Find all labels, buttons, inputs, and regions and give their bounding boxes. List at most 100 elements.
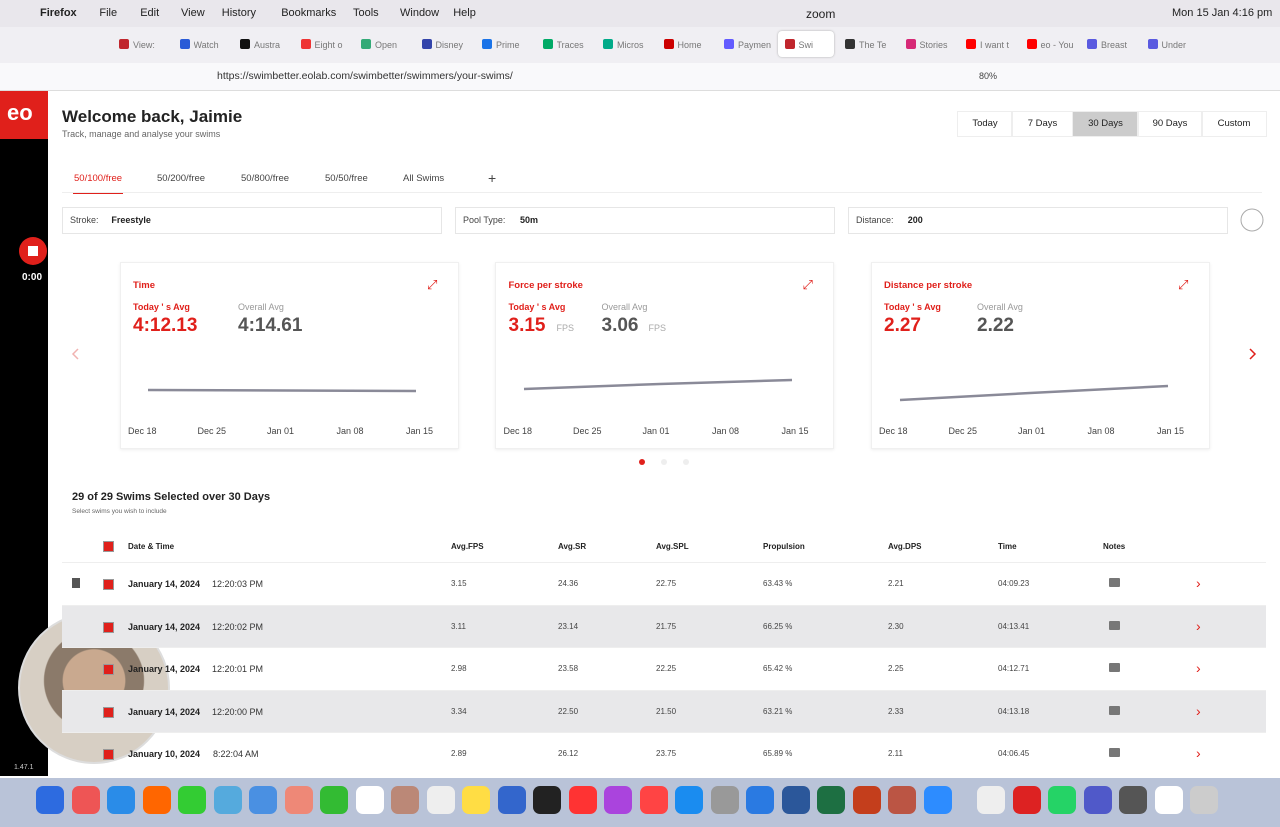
notes-icon[interactable] xyxy=(1109,578,1120,587)
dock-icon[interactable] xyxy=(1083,786,1112,814)
row-arrow[interactable]: › xyxy=(1196,575,1201,591)
expand-icon[interactable]: ⤢ xyxy=(802,277,813,292)
tab-title[interactable]: Breast xyxy=(1101,40,1128,50)
row-checkbox[interactable] xyxy=(103,749,114,760)
menu-app[interactable]: zoom xyxy=(806,7,836,21)
menu-item[interactable]: Window xyxy=(400,7,440,19)
tab-title[interactable]: Austra xyxy=(254,40,281,50)
event-tab[interactable]: 50/200/free xyxy=(157,173,206,184)
tab-title[interactable]: Prime xyxy=(496,40,520,50)
dock-icon[interactable] xyxy=(977,786,1005,814)
row-checkbox[interactable] xyxy=(103,579,114,590)
dock-icon[interactable] xyxy=(639,786,668,814)
dock-icon[interactable] xyxy=(746,786,774,814)
tab-title[interactable]: Micros xyxy=(617,40,644,50)
dock-icon[interactable] xyxy=(284,786,313,814)
range-button[interactable]: 7 Days xyxy=(1011,111,1074,137)
dock-icon[interactable] xyxy=(107,786,135,814)
table-row[interactable] xyxy=(62,562,1266,605)
tab-title[interactable]: Stories xyxy=(919,40,948,50)
tab-title[interactable]: Watch xyxy=(193,40,219,50)
dock-icon[interactable] xyxy=(249,786,277,814)
table-row[interactable] xyxy=(62,689,1266,733)
dock-icon[interactable] xyxy=(852,786,881,814)
menu-item[interactable]: Tools xyxy=(353,7,379,19)
row-checkbox[interactable] xyxy=(103,664,114,675)
pager-dot[interactable] xyxy=(683,459,689,465)
tab-title[interactable]: Under xyxy=(1161,40,1187,50)
filter-box[interactable] xyxy=(848,207,1228,234)
dock-icon[interactable] xyxy=(1154,786,1183,814)
dock-icon[interactable] xyxy=(1190,786,1218,814)
tab-title[interactable]: Swi xyxy=(798,40,814,50)
header-checkbox[interactable] xyxy=(103,541,114,552)
menu-item[interactable]: Bookmarks xyxy=(281,7,337,19)
event-tab[interactable]: 50/100/free xyxy=(73,173,124,194)
menu-item[interactable]: File xyxy=(99,7,118,19)
pager-dot[interactable] xyxy=(661,459,667,465)
dock-icon[interactable] xyxy=(888,786,916,814)
pager-dot[interactable] xyxy=(639,459,645,465)
range-button[interactable]: 30 Days xyxy=(1072,111,1139,137)
dock-icon[interactable] xyxy=(533,786,561,814)
filter-box[interactable] xyxy=(455,207,835,234)
tab-title[interactable]: The Te xyxy=(859,40,887,50)
dock-icon[interactable] xyxy=(568,786,597,814)
range-button[interactable]: Today xyxy=(957,111,1013,137)
dock-icon[interactable] xyxy=(1012,786,1041,814)
prev-arrow[interactable] xyxy=(71,348,79,360)
menu-item[interactable]: Firefox xyxy=(40,7,77,19)
dock-icon[interactable] xyxy=(320,786,348,814)
edit-button[interactable] xyxy=(1240,208,1264,232)
tab-title[interactable]: eo - You xyxy=(1040,40,1074,50)
dock-icon[interactable] xyxy=(142,786,171,814)
tab-title[interactable]: Home xyxy=(677,40,702,50)
dock-icon[interactable] xyxy=(817,786,845,814)
dock-icon[interactable] xyxy=(1119,786,1147,814)
zoom-level[interactable]: 80% xyxy=(979,71,998,81)
tab-title[interactable]: Open xyxy=(375,40,398,50)
row-checkbox[interactable] xyxy=(103,706,114,718)
notes-icon[interactable] xyxy=(1109,748,1120,757)
tab-title[interactable]: Disney xyxy=(435,40,464,50)
dock-icon[interactable] xyxy=(604,786,632,814)
expand-icon[interactable]: ⤢ xyxy=(1178,277,1189,292)
tab-title[interactable]: I want t xyxy=(980,40,1010,50)
event-tab[interactable]: All Swims xyxy=(403,173,445,184)
filter-box[interactable] xyxy=(62,207,442,234)
table-row[interactable] xyxy=(62,732,1266,775)
dock-icon[interactable] xyxy=(497,786,526,814)
tab-title[interactable]: Paymen xyxy=(738,40,771,50)
dock-icon[interactable] xyxy=(36,786,64,814)
dock-icon[interactable] xyxy=(675,786,703,814)
dock-icon[interactable] xyxy=(213,786,242,814)
dock-icon[interactable] xyxy=(781,786,810,814)
dock-icon[interactable] xyxy=(391,786,419,814)
row-arrow[interactable]: › xyxy=(1196,702,1201,719)
event-tab[interactable]: 50/50/free xyxy=(325,173,368,184)
tab-title[interactable]: Traces xyxy=(556,40,584,50)
notes-icon[interactable] xyxy=(1109,663,1120,672)
event-tab[interactable]: + xyxy=(488,170,497,186)
url[interactable]: https://swimbetter.eolab.com/swimbetter/… xyxy=(217,70,513,82)
table-row[interactable] xyxy=(62,604,1266,648)
dock-icon[interactable] xyxy=(710,786,739,814)
row-arrow[interactable]: › xyxy=(1196,745,1201,761)
dock-icon[interactable] xyxy=(355,786,384,814)
range-button[interactable]: 90 Days xyxy=(1137,111,1203,137)
menu-item[interactable]: View xyxy=(181,7,205,19)
table-row[interactable] xyxy=(62,647,1266,690)
menu-item[interactable]: Edit xyxy=(140,7,160,19)
row-arrow[interactable]: › xyxy=(1196,660,1201,676)
expand-icon[interactable]: ⤢ xyxy=(427,277,438,292)
row-arrow[interactable]: › xyxy=(1196,617,1201,634)
menu-item[interactable]: Help xyxy=(453,7,476,19)
dock-icon[interactable] xyxy=(71,786,100,814)
notes-icon[interactable] xyxy=(1109,620,1120,630)
tab-title[interactable]: Eight o xyxy=(314,40,343,50)
event-tab[interactable]: 50/800/free xyxy=(241,173,290,184)
dock-icon[interactable] xyxy=(178,786,206,814)
tab-title[interactable]: View: xyxy=(133,40,155,50)
menu-item[interactable]: History xyxy=(221,7,257,19)
notes-icon[interactable] xyxy=(1109,705,1120,715)
